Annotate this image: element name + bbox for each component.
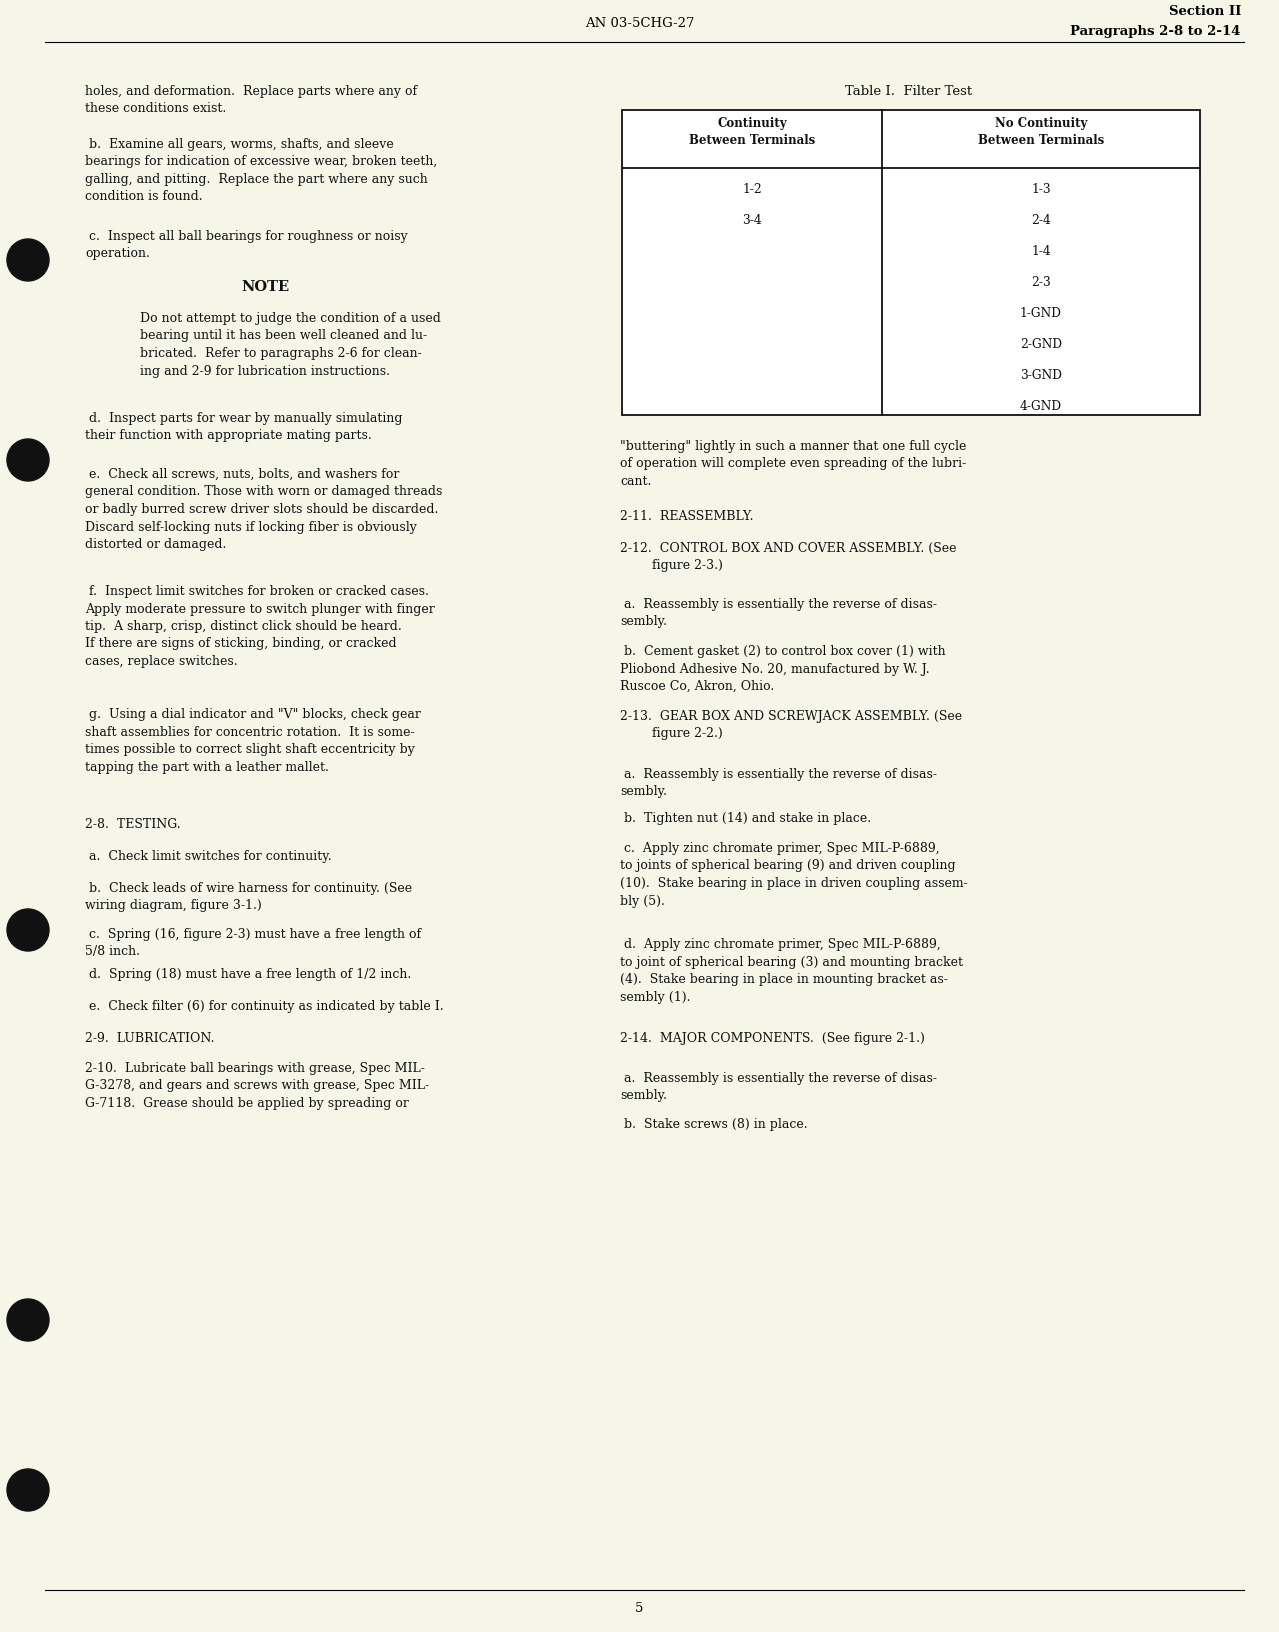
Text: 2-9.  LUBRICATION.: 2-9. LUBRICATION. <box>84 1031 215 1044</box>
Text: Table I.  Filter Test: Table I. Filter Test <box>845 85 972 98</box>
Text: c.  Spring (16, figure 2-3) must have a free length of
5/8 inch.: c. Spring (16, figure 2-3) must have a f… <box>84 929 421 958</box>
Text: Paragraphs 2-8 to 2-14: Paragraphs 2-8 to 2-14 <box>1071 24 1241 38</box>
Text: 1-GND: 1-GND <box>1021 307 1062 320</box>
Text: 2-13.  GEAR BOX AND SCREWJACK ASSEMBLY. (See
        figure 2-2.): 2-13. GEAR BOX AND SCREWJACK ASSEMBLY. (… <box>620 710 962 741</box>
Text: c.  Apply zinc chromate primer, Spec MIL-P-6889,
to joints of spherical bearing : c. Apply zinc chromate primer, Spec MIL-… <box>620 842 968 907</box>
Text: 5: 5 <box>636 1603 643 1616</box>
Text: b.  Tighten nut (14) and stake in place.: b. Tighten nut (14) and stake in place. <box>620 813 871 826</box>
Circle shape <box>6 1299 49 1342</box>
Text: 3-GND: 3-GND <box>1021 369 1062 382</box>
Text: AN 03-5CHG-27: AN 03-5CHG-27 <box>585 16 694 29</box>
Text: "buttering" lightly in such a manner that one full cycle
of operation will compl: "buttering" lightly in such a manner tha… <box>620 441 967 488</box>
Bar <box>622 109 1200 415</box>
Circle shape <box>6 238 49 281</box>
Text: Continuity
Between Terminals: Continuity Between Terminals <box>689 118 815 147</box>
Text: 2-4: 2-4 <box>1031 214 1051 227</box>
Text: 1-4: 1-4 <box>1031 245 1051 258</box>
Text: d.  Spring (18) must have a free length of 1/2 inch.: d. Spring (18) must have a free length o… <box>84 968 412 981</box>
Circle shape <box>6 909 49 951</box>
Text: NOTE: NOTE <box>240 281 289 294</box>
Text: d.  Inspect parts for wear by manually simulating
their function with appropriat: d. Inspect parts for wear by manually si… <box>84 411 403 442</box>
Text: 2-8.  TESTING.: 2-8. TESTING. <box>84 818 180 831</box>
Text: a.  Reassembly is essentially the reverse of disas-
sembly.: a. Reassembly is essentially the reverse… <box>620 1072 938 1103</box>
Text: Section II: Section II <box>1169 5 1241 18</box>
Text: b.  Stake screws (8) in place.: b. Stake screws (8) in place. <box>620 1118 807 1131</box>
Text: b.  Cement gasket (2) to control box cover (1) with
Pliobond Adhesive No. 20, ma: b. Cement gasket (2) to control box cove… <box>620 645 945 694</box>
Text: 1-2: 1-2 <box>742 183 762 196</box>
Text: 2-GND: 2-GND <box>1019 338 1062 351</box>
Text: a.  Check limit switches for continuity.: a. Check limit switches for continuity. <box>84 850 331 863</box>
Circle shape <box>6 1469 49 1511</box>
Text: holes, and deformation.  Replace parts where any of
these conditions exist.: holes, and deformation. Replace parts wh… <box>84 85 417 116</box>
Text: e.  Check filter (6) for continuity as indicated by table I.: e. Check filter (6) for continuity as in… <box>84 1000 444 1013</box>
Text: 2-3: 2-3 <box>1031 276 1051 289</box>
Text: a.  Reassembly is essentially the reverse of disas-
sembly.: a. Reassembly is essentially the reverse… <box>620 597 938 628</box>
Text: 1-3: 1-3 <box>1031 183 1051 196</box>
Text: 4-GND: 4-GND <box>1019 400 1062 413</box>
Text: Do not attempt to judge the condition of a used
bearing until it has been well c: Do not attempt to judge the condition of… <box>139 312 441 377</box>
Circle shape <box>6 439 49 481</box>
Text: c.  Inspect all ball bearings for roughness or noisy
operation.: c. Inspect all ball bearings for roughne… <box>84 230 408 261</box>
Text: f.  Inspect limit switches for broken or cracked cases.
Apply moderate pressure : f. Inspect limit switches for broken or … <box>84 584 435 667</box>
Text: 2-12.  CONTROL BOX AND COVER ASSEMBLY. (See
        figure 2-3.): 2-12. CONTROL BOX AND COVER ASSEMBLY. (S… <box>620 542 957 573</box>
Text: No Continuity
Between Terminals: No Continuity Between Terminals <box>978 118 1104 147</box>
Text: b.  Check leads of wire harness for continuity. (See
wiring diagram, figure 3-1.: b. Check leads of wire harness for conti… <box>84 881 412 912</box>
Text: a.  Reassembly is essentially the reverse of disas-
sembly.: a. Reassembly is essentially the reverse… <box>620 769 938 798</box>
Text: e.  Check all screws, nuts, bolts, and washers for
general condition. Those with: e. Check all screws, nuts, bolts, and wa… <box>84 468 443 552</box>
Text: 3-4: 3-4 <box>742 214 762 227</box>
Text: 2-11.  REASSEMBLY.: 2-11. REASSEMBLY. <box>620 509 753 522</box>
Text: 2-10.  Lubricate ball bearings with grease, Spec MIL-
G-3278, and gears and scre: 2-10. Lubricate ball bearings with greas… <box>84 1062 430 1110</box>
Text: d.  Apply zinc chromate primer, Spec MIL-P-6889,
to joint of spherical bearing (: d. Apply zinc chromate primer, Spec MIL-… <box>620 938 963 1004</box>
Text: b.  Examine all gears, worms, shafts, and sleeve
bearings for indication of exce: b. Examine all gears, worms, shafts, and… <box>84 139 437 204</box>
Text: 2-14.  MAJOR COMPONENTS.  (See figure 2-1.): 2-14. MAJOR COMPONENTS. (See figure 2-1.… <box>620 1031 925 1044</box>
Text: g.  Using a dial indicator and "V" blocks, check gear
shaft assemblies for conce: g. Using a dial indicator and "V" blocks… <box>84 708 421 774</box>
